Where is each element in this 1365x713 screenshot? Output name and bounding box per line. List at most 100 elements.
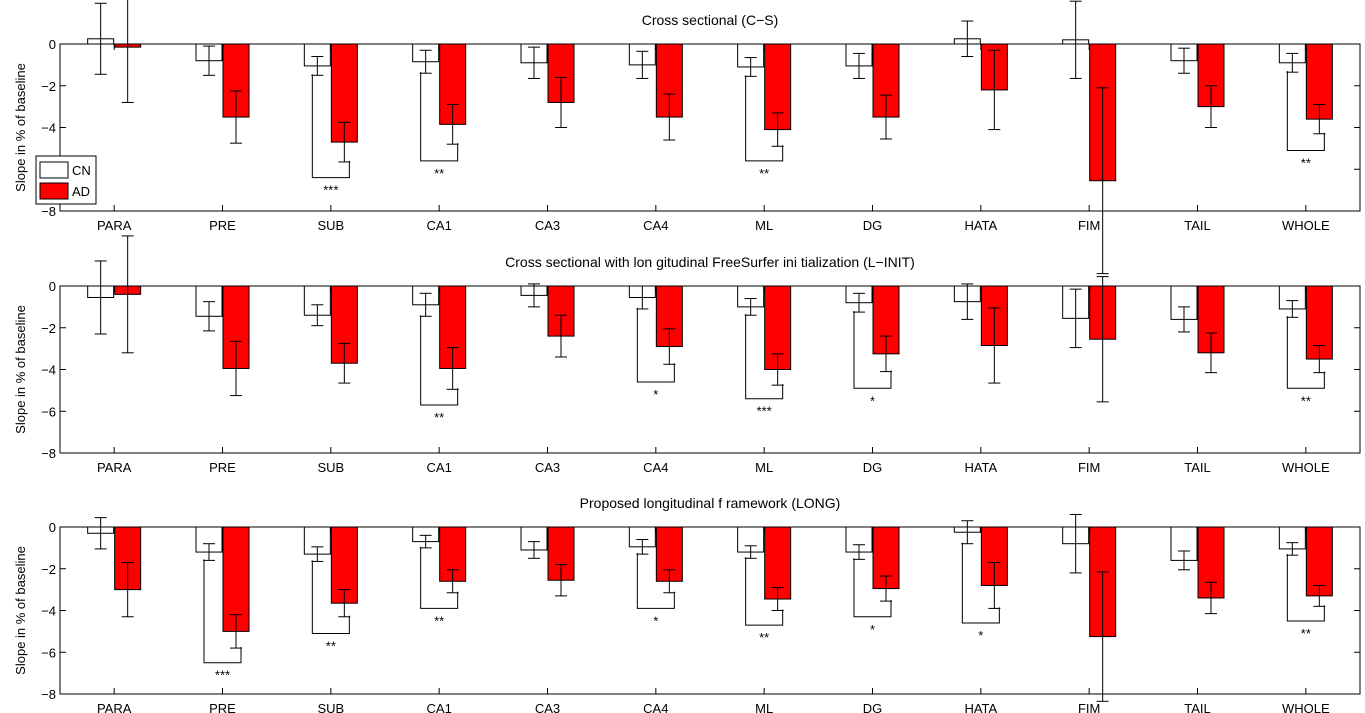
error-bar bbox=[446, 104, 459, 145]
x-tick-label: HATA bbox=[964, 701, 997, 713]
significance-marker: *** bbox=[311, 74, 350, 198]
x-tick-label: CA1 bbox=[427, 460, 452, 475]
significance-bracket bbox=[311, 74, 350, 179]
significance-label: ** bbox=[1301, 393, 1311, 408]
significance-label: ** bbox=[434, 410, 444, 425]
error-bar bbox=[771, 587, 784, 611]
significance-bracket bbox=[636, 307, 675, 383]
legend: CN AD bbox=[35, 155, 97, 205]
bar-ad-ml bbox=[764, 526, 792, 600]
significance-bracket bbox=[1286, 554, 1325, 622]
significance-bracket bbox=[420, 72, 459, 162]
error-bar bbox=[1286, 52, 1299, 73]
error-bar bbox=[1178, 47, 1190, 74]
error-bar bbox=[744, 545, 757, 559]
y-axis-label: Slope in % of baseline bbox=[13, 546, 28, 675]
significance-marker: ** bbox=[420, 315, 459, 425]
error-bar bbox=[446, 569, 459, 594]
error-bar bbox=[988, 49, 1001, 131]
y-tick-label: −8 bbox=[41, 446, 56, 461]
chart-panel-1: Cross sectional (C−S) Slope in % of basel… bbox=[13, 0, 1361, 275]
error-bar bbox=[311, 56, 324, 76]
y-tick-label: −2 bbox=[41, 79, 56, 94]
error-bar bbox=[663, 93, 676, 141]
significance-marker: ** bbox=[311, 560, 350, 653]
significance-marker: ** bbox=[1286, 554, 1325, 641]
error-bar bbox=[853, 292, 865, 313]
error-bar bbox=[230, 340, 242, 397]
bar-cn-dg bbox=[845, 526, 873, 553]
x-tick-label: ML bbox=[755, 701, 773, 713]
x-tick-label: CA3 bbox=[535, 218, 560, 233]
significance-label: ** bbox=[326, 638, 336, 653]
significance-label: *** bbox=[215, 668, 230, 683]
x-tick-label: FIM bbox=[1078, 218, 1100, 233]
significance-bracket bbox=[745, 75, 784, 162]
significance-bracket bbox=[1286, 71, 1325, 151]
error-bar bbox=[988, 561, 1001, 609]
error-bar bbox=[419, 292, 432, 317]
significance-marker: ** bbox=[420, 546, 459, 628]
x-tick-label: CA4 bbox=[643, 460, 668, 475]
plot-frame bbox=[59, 526, 1361, 695]
significance-label: * bbox=[978, 628, 983, 643]
plot-frame bbox=[59, 285, 1361, 454]
significance-bracket bbox=[853, 558, 892, 618]
error-bar bbox=[94, 517, 107, 550]
significance-label: ** bbox=[759, 630, 769, 645]
error-bar bbox=[1069, 513, 1082, 574]
significance-label: *** bbox=[757, 404, 772, 419]
chart-title: Cross sectional (C−S) bbox=[642, 12, 779, 28]
x-tick-label: SUB bbox=[317, 218, 344, 233]
significance-label: * bbox=[653, 613, 658, 628]
error-bar bbox=[1069, 0, 1082, 79]
y-tick-label: −8 bbox=[41, 687, 56, 702]
x-tick-label: SUB bbox=[317, 460, 344, 475]
error-bar bbox=[1205, 332, 1217, 374]
error-bar bbox=[94, 260, 107, 335]
error-bar bbox=[663, 328, 676, 365]
significance-bracket bbox=[853, 311, 892, 389]
x-tick-label: PRE bbox=[209, 701, 236, 713]
significance-bracket bbox=[1286, 316, 1325, 389]
error-bar bbox=[636, 50, 649, 79]
x-tick-label: CA3 bbox=[535, 460, 560, 475]
significance-marker: * bbox=[636, 307, 675, 402]
significance-label: * bbox=[653, 387, 658, 402]
error-bar bbox=[771, 353, 784, 386]
significance-bracket bbox=[420, 315, 459, 406]
error-bar bbox=[94, 2, 107, 75]
error-bar bbox=[338, 342, 351, 384]
error-bar bbox=[880, 335, 892, 373]
significance-marker: ** bbox=[1286, 316, 1325, 408]
y-tick-label: −4 bbox=[41, 604, 56, 619]
error-bar bbox=[1205, 581, 1217, 615]
x-tick-label: HATA bbox=[964, 218, 997, 233]
x-tick-label: CA4 bbox=[643, 701, 668, 713]
significance-label: ** bbox=[1301, 626, 1311, 641]
error-bar bbox=[446, 347, 459, 390]
error-bar bbox=[528, 46, 540, 79]
error-bar bbox=[1313, 104, 1326, 135]
error-bar bbox=[121, 235, 134, 354]
legend-label-cn: CN bbox=[72, 163, 91, 178]
x-tick-label: SUB bbox=[317, 701, 344, 713]
legend-label-ad: AD bbox=[72, 184, 90, 199]
error-bar bbox=[744, 57, 757, 77]
y-tick-label: −4 bbox=[41, 121, 56, 136]
error-bar bbox=[311, 304, 324, 327]
x-tick-label: ML bbox=[755, 218, 773, 233]
significance-marker: ** bbox=[745, 557, 784, 645]
x-tick-label: CA4 bbox=[643, 218, 668, 233]
significance-bracket bbox=[203, 559, 242, 664]
error-bar bbox=[230, 90, 242, 144]
x-tick-label: DG bbox=[863, 460, 883, 475]
significance-label: ** bbox=[759, 166, 769, 181]
x-tick-label: PARA bbox=[97, 701, 132, 713]
chart-panel-2: Cross sectional with lon gitudinal FreeS… bbox=[13, 235, 1361, 475]
error-bar bbox=[961, 283, 974, 320]
x-tick-label: WHOLE bbox=[1282, 218, 1330, 233]
significance-marker: * bbox=[636, 553, 675, 628]
error-bar bbox=[419, 49, 432, 74]
error-bar bbox=[1205, 85, 1217, 128]
